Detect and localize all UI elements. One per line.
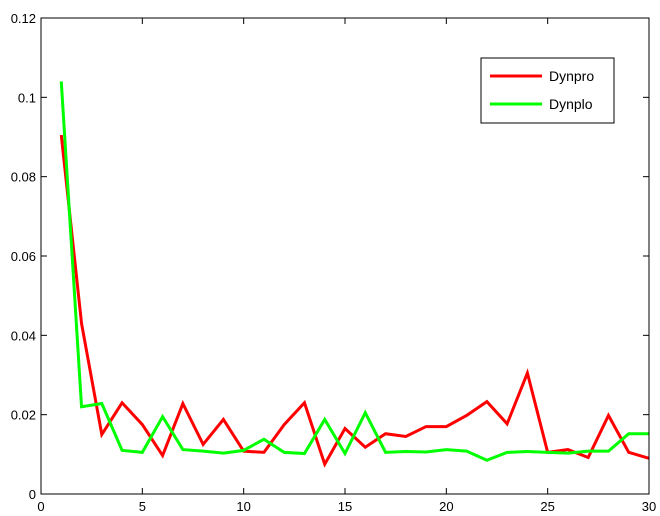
series-line-dynplo — [59, 81, 649, 462]
y-tick-label: 0.04 — [11, 328, 36, 343]
y-tick-label: 0.12 — [11, 11, 36, 26]
plot-frame — [40, 17, 650, 495]
legend: Dynpro Dynplo — [480, 57, 615, 124]
legend-label-dynpro: Dynpro — [549, 68, 594, 84]
x-tick-label: 0 — [37, 499, 44, 514]
legend-box — [480, 57, 615, 124]
y-tick-label: 0.08 — [11, 170, 36, 185]
y-tick-label: 0.1 — [18, 90, 36, 105]
axis-tick-labels: 0 5 10 15 20 25 30 0 0.02 0.04 0.06 0.08 0.1 0.12 — [11, 11, 657, 514]
x-tick-label: 25 — [540, 499, 554, 514]
y-tick-label: 0.06 — [11, 249, 36, 264]
x-tick-label: 20 — [439, 499, 453, 514]
x-tick-label: 15 — [338, 499, 352, 514]
y-tick-label: 0.02 — [11, 408, 36, 423]
x-tick-label: 10 — [236, 499, 250, 514]
legend-label-dynplo: Dynplo — [549, 96, 593, 112]
series-lines — [59, 81, 650, 468]
y-tick-label: 0 — [29, 487, 36, 502]
x-tick-label: 5 — [139, 499, 146, 514]
x-tick-label: 30 — [642, 499, 656, 514]
